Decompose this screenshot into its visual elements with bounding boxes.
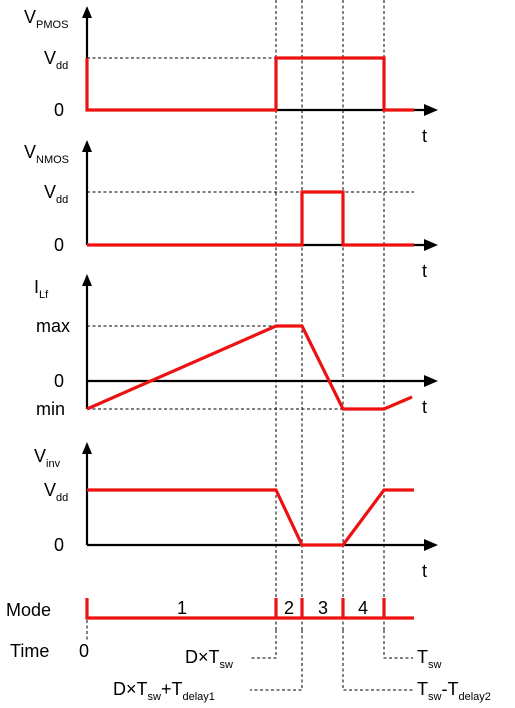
vinv-t-label: t [422,561,427,581]
vnmos-ylabel: VNMOS [24,142,69,166]
vnmos-y-arrowhead [82,140,92,152]
panel-vinv: Vinv Vdd 0 t [34,442,438,581]
vnmos-t-label: t [422,261,427,281]
vpmos-zero-label: 0 [54,100,64,120]
vpmos-waveform [85,56,414,112]
vpmos-ylabel: VPMOS [24,7,68,31]
vinv-y-arrowhead [82,442,92,454]
vnmos-t-arrowhead [424,239,438,251]
ilf-zero-label: 0 [54,371,64,391]
ilf-ylabel: ILf [34,277,49,301]
ilf-min-label: min [36,399,65,419]
vinv-waveform [87,488,414,547]
time-leader-delay1 [250,630,303,691]
time-delay1-label: D×Tsw+Tdelay1 [113,679,215,703]
ilf-y-arrowhead [82,274,92,286]
panel-vnmos: VNMOS Vdd 0 t [24,140,438,281]
time-d-tsw-label: D×Tsw [185,647,233,671]
time-leader-tsw [383,630,413,659]
time-label: Time [10,641,49,661]
ilf-max-label: max [36,316,70,336]
mode-label: Mode [6,600,51,620]
vpmos-vdd-label: Vdd [44,48,68,72]
vinv-zero-label: 0 [54,535,64,555]
time-row: Time 0 D×Tsw D×Tsw+Tdelay1 Tsw-Tdelay2 T… [10,630,491,703]
vpmos-y-arrowhead [82,6,92,18]
vnmos-waveform [87,190,414,247]
ilf-t-label: t [422,397,427,417]
panel-vpmos: VPMOS Vdd 0 t [24,6,438,146]
time-leader-delay2 [342,630,413,691]
mode-baseline [85,598,414,620]
mode-3-label: 3 [318,598,328,618]
time-tsw-label: Tsw [417,647,442,671]
vnmos-vdd-label: Vdd [44,182,68,206]
vpmos-t-label: t [422,126,427,146]
mode-4-label: 4 [358,598,368,618]
mode-row: Mode 1 2 3 4 [6,598,414,620]
vnmos-zero-label: 0 [54,235,64,255]
time-zero-label: 0 [79,641,89,661]
panel-ilf: ILf max 0 min t [34,274,438,419]
ilf-waveform [86,324,413,411]
mode-1-label: 1 [177,598,187,618]
vinv-t-arrowhead [424,539,438,551]
time-delay2-label: Tsw-Tdelay2 [417,679,491,703]
time-leader-d-tsw [250,630,277,659]
mode-2-label: 2 [284,598,294,618]
vpmos-t-arrowhead [424,104,438,116]
vinv-ylabel: Vinv [34,446,61,470]
vinv-vdd-label: Vdd [44,480,68,504]
ilf-t-arrowhead [424,375,438,387]
